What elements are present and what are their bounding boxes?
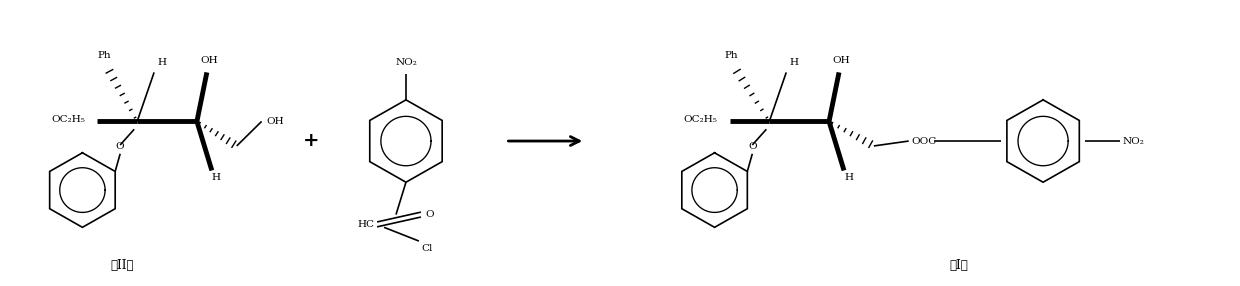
Text: NO₂: NO₂ [396,59,417,67]
Text: （I）: （I） [949,259,968,272]
Text: O: O [425,210,434,219]
Text: OH: OH [200,55,218,65]
Text: OC₂H₅: OC₂H₅ [52,115,86,124]
Text: O: O [748,142,756,151]
Text: HC: HC [357,220,374,229]
Text: O: O [115,142,124,151]
Text: OH: OH [267,117,284,126]
Text: NO₂: NO₂ [1122,136,1145,146]
Text: OC₂H₅: OC₂H₅ [683,115,718,124]
Text: Cl: Cl [420,245,433,253]
Text: OH: OH [832,55,849,65]
Text: H: H [844,173,853,182]
Text: H: H [157,59,166,67]
Text: +: + [303,132,320,150]
Text: Ph: Ph [724,51,738,60]
Text: OOC: OOC [911,136,937,146]
Text: H: H [789,59,799,67]
Text: Ph: Ph [98,51,112,60]
Text: H: H [212,173,221,182]
Text: （II）: （II） [110,259,134,272]
